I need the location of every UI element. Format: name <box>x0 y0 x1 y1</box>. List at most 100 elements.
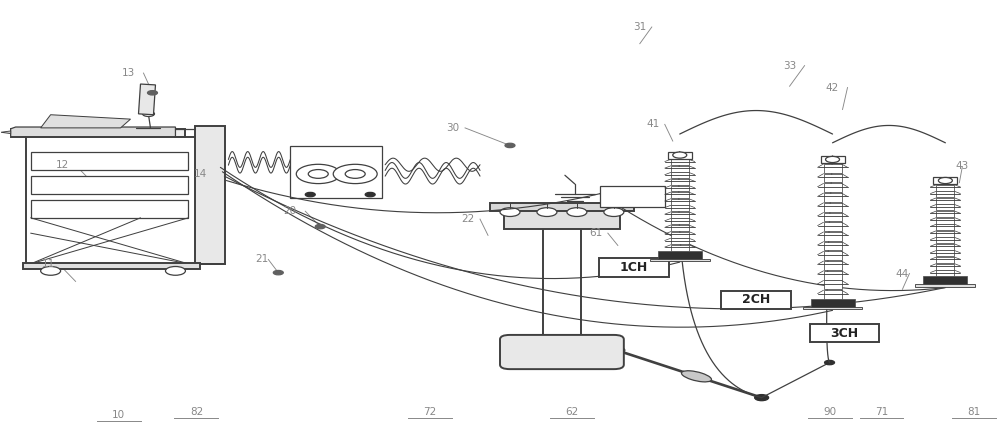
Bar <box>936 211 954 217</box>
Bar <box>671 231 689 238</box>
Bar <box>671 172 689 178</box>
FancyBboxPatch shape <box>500 335 624 369</box>
Circle shape <box>826 156 840 162</box>
Bar <box>671 192 689 198</box>
Circle shape <box>609 347 625 354</box>
Bar <box>671 199 689 205</box>
Bar <box>824 222 842 231</box>
Bar <box>824 203 842 212</box>
Circle shape <box>305 192 315 197</box>
Bar <box>141 88 153 111</box>
Bar <box>671 159 689 165</box>
Bar <box>671 212 689 218</box>
Circle shape <box>604 208 624 216</box>
Bar <box>936 264 954 270</box>
Bar <box>936 244 954 250</box>
Bar <box>11 129 185 137</box>
Bar <box>811 299 855 308</box>
Text: 43: 43 <box>956 161 969 172</box>
Bar <box>543 224 581 341</box>
Text: 62: 62 <box>565 407 579 417</box>
Bar <box>824 271 842 279</box>
Text: 11: 11 <box>42 259 55 269</box>
Bar <box>933 177 957 184</box>
Text: 13: 13 <box>122 68 135 78</box>
Bar <box>936 270 954 276</box>
Bar <box>936 250 954 257</box>
Circle shape <box>825 360 835 365</box>
Text: 21: 21 <box>256 254 269 264</box>
Text: 33: 33 <box>783 61 796 70</box>
Circle shape <box>308 169 328 178</box>
Bar <box>671 245 689 251</box>
Circle shape <box>142 111 154 117</box>
Bar <box>915 284 975 287</box>
Text: 22: 22 <box>461 214 475 224</box>
Text: 14: 14 <box>194 169 207 179</box>
Bar <box>671 219 689 224</box>
Bar <box>936 224 954 230</box>
Circle shape <box>567 208 587 216</box>
Bar <box>650 259 710 261</box>
Bar <box>671 186 689 191</box>
Bar <box>671 205 689 211</box>
Bar <box>721 290 791 309</box>
Bar <box>810 324 879 342</box>
Bar <box>824 232 842 241</box>
Bar <box>824 280 842 289</box>
Bar <box>936 198 954 204</box>
Polygon shape <box>139 84 155 115</box>
Bar <box>821 156 845 163</box>
Text: 1CH: 1CH <box>620 261 648 274</box>
Bar <box>936 191 954 197</box>
Bar <box>31 176 188 194</box>
Polygon shape <box>11 127 175 137</box>
Bar <box>936 257 954 263</box>
Bar <box>195 126 225 264</box>
Circle shape <box>273 271 283 275</box>
Circle shape <box>500 208 520 216</box>
Text: 90: 90 <box>823 407 836 417</box>
Text: 72: 72 <box>423 407 437 417</box>
Bar <box>671 225 689 231</box>
Bar <box>599 258 669 277</box>
Bar <box>671 179 689 185</box>
Circle shape <box>165 267 185 275</box>
Bar <box>824 183 842 192</box>
Circle shape <box>41 267 61 275</box>
Bar <box>824 251 842 260</box>
Circle shape <box>296 164 340 183</box>
Circle shape <box>345 169 365 178</box>
Text: 81: 81 <box>968 407 981 417</box>
Bar <box>490 203 634 211</box>
Bar <box>504 210 620 229</box>
Bar <box>824 290 842 299</box>
Bar <box>824 164 842 172</box>
Text: 44: 44 <box>896 268 909 279</box>
Bar <box>936 237 954 243</box>
Polygon shape <box>1 131 11 134</box>
Bar <box>290 147 382 198</box>
Text: 42: 42 <box>826 83 839 92</box>
Bar <box>923 276 967 285</box>
Bar <box>803 307 862 309</box>
Bar <box>671 166 689 172</box>
Circle shape <box>315 224 325 229</box>
Bar <box>824 213 842 221</box>
Text: 61: 61 <box>589 228 602 238</box>
Bar <box>668 151 692 158</box>
Bar <box>31 152 188 169</box>
Text: 31: 31 <box>633 22 646 32</box>
Bar <box>671 238 689 244</box>
Bar <box>936 218 954 224</box>
Text: 12: 12 <box>56 160 69 170</box>
Text: 82: 82 <box>190 407 203 417</box>
Circle shape <box>537 208 557 216</box>
Circle shape <box>147 91 157 95</box>
Bar <box>824 242 842 250</box>
Text: 30: 30 <box>447 123 460 133</box>
Bar <box>23 263 200 269</box>
Bar <box>31 200 188 218</box>
Ellipse shape <box>681 371 711 382</box>
Circle shape <box>673 152 687 158</box>
